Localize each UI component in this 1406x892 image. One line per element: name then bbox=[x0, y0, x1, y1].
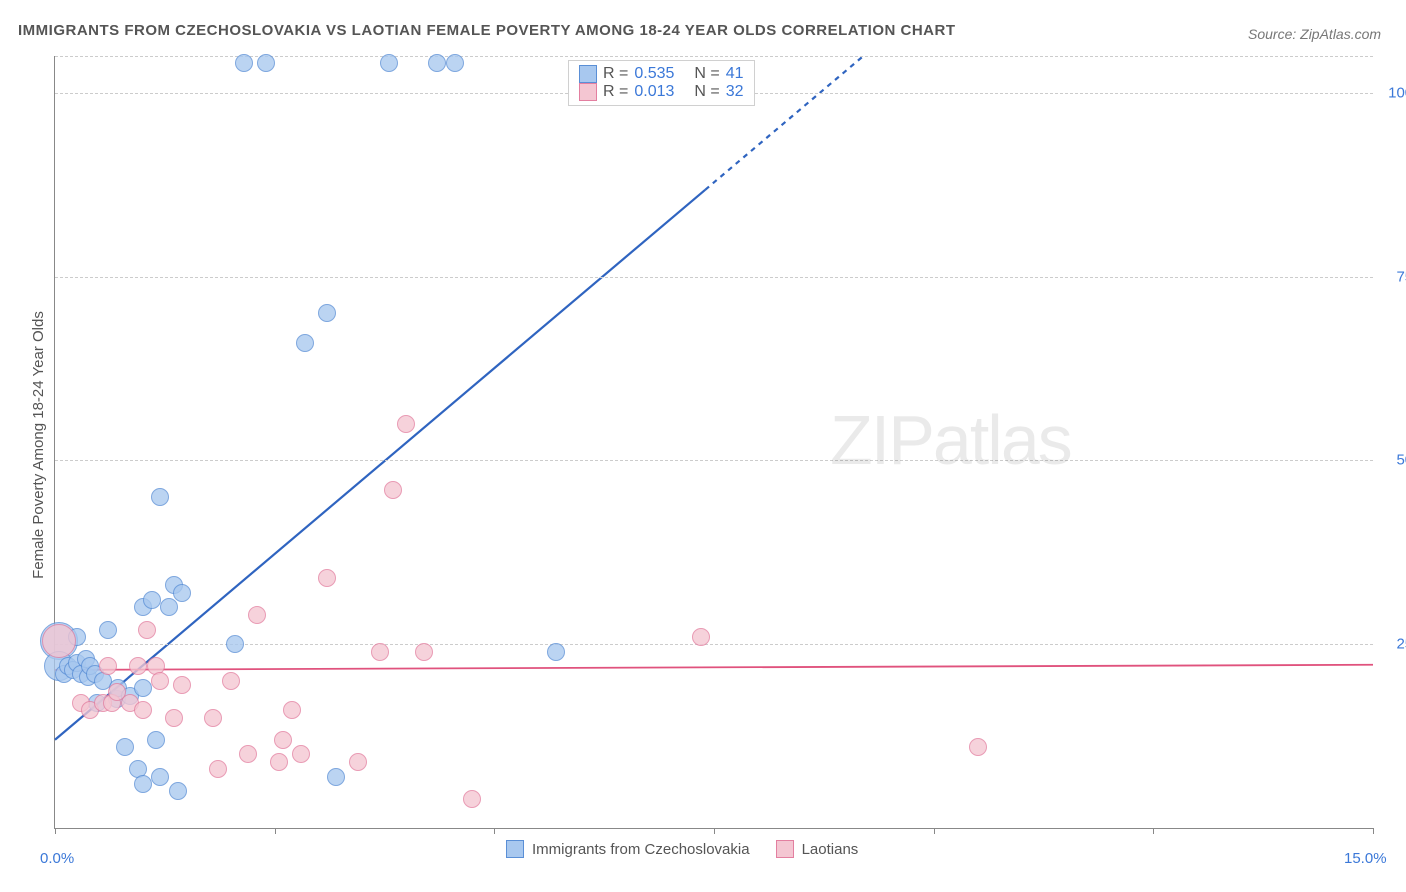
data-point bbox=[165, 709, 183, 727]
x-tick bbox=[55, 828, 56, 834]
data-point bbox=[349, 753, 367, 771]
x-tick bbox=[494, 828, 495, 834]
data-point bbox=[257, 54, 275, 72]
data-point bbox=[147, 731, 165, 749]
data-point bbox=[283, 701, 301, 719]
x-axis-min-label: 0.0% bbox=[40, 850, 74, 867]
legend-label: Laotians bbox=[802, 841, 859, 858]
data-point bbox=[292, 745, 310, 763]
y-tick-label: 75.0% bbox=[1396, 268, 1406, 285]
data-point bbox=[463, 790, 481, 808]
data-point bbox=[116, 738, 134, 756]
data-point bbox=[296, 334, 314, 352]
data-point bbox=[270, 753, 288, 771]
y-tick-label: 25.0% bbox=[1396, 636, 1406, 653]
legend-row: R = 0.013N = 32 bbox=[579, 83, 744, 101]
data-point bbox=[318, 304, 336, 322]
x-tick bbox=[714, 828, 715, 834]
series-legend: Immigrants from Czechoslovakia Laotians bbox=[506, 840, 858, 858]
data-point bbox=[969, 738, 987, 756]
legend-row: R = 0.535N = 41 bbox=[579, 65, 744, 83]
gridline bbox=[55, 644, 1373, 645]
x-axis-max-label: 15.0% bbox=[1344, 850, 1387, 867]
chart-title: IMMIGRANTS FROM CZECHOSLOVAKIA VS LAOTIA… bbox=[18, 22, 955, 39]
legend-item: Laotians bbox=[776, 840, 859, 858]
data-point bbox=[151, 768, 169, 786]
data-point bbox=[143, 591, 161, 609]
legend-swatch bbox=[506, 840, 524, 858]
data-point bbox=[173, 676, 191, 694]
data-point bbox=[446, 54, 464, 72]
data-point bbox=[428, 54, 446, 72]
data-point bbox=[209, 760, 227, 778]
data-point bbox=[99, 621, 117, 639]
data-point bbox=[371, 643, 389, 661]
x-tick bbox=[1373, 828, 1374, 834]
data-point bbox=[318, 569, 336, 587]
legend-label: Immigrants from Czechoslovakia bbox=[532, 841, 750, 858]
data-point bbox=[138, 621, 156, 639]
data-point bbox=[134, 679, 152, 697]
data-point bbox=[397, 415, 415, 433]
y-axis-label: Female Poverty Among 18-24 Year Olds bbox=[30, 230, 47, 660]
data-point bbox=[169, 782, 187, 800]
data-point bbox=[99, 657, 117, 675]
data-point bbox=[327, 768, 345, 786]
data-point bbox=[42, 624, 76, 658]
legend-swatch bbox=[579, 65, 597, 83]
data-point bbox=[248, 606, 266, 624]
data-point bbox=[235, 54, 253, 72]
data-point bbox=[226, 635, 244, 653]
legend-item: Immigrants from Czechoslovakia bbox=[506, 840, 750, 858]
data-point bbox=[160, 598, 178, 616]
chart-source: Source: ZipAtlas.com bbox=[1248, 26, 1381, 42]
data-point bbox=[151, 672, 169, 690]
legend-swatch bbox=[579, 83, 597, 101]
plot-area: 25.0%50.0%75.0%100.0% bbox=[54, 56, 1373, 829]
x-tick bbox=[275, 828, 276, 834]
data-point bbox=[173, 584, 191, 602]
y-tick-label: 100.0% bbox=[1388, 84, 1406, 101]
data-point bbox=[204, 709, 222, 727]
gridline bbox=[55, 460, 1373, 461]
data-point bbox=[547, 643, 565, 661]
data-point bbox=[134, 701, 152, 719]
data-point bbox=[222, 672, 240, 690]
x-tick bbox=[1153, 828, 1154, 834]
x-tick bbox=[934, 828, 935, 834]
data-point bbox=[384, 481, 402, 499]
data-point bbox=[274, 731, 292, 749]
data-point bbox=[129, 657, 147, 675]
gridline bbox=[55, 277, 1373, 278]
y-tick-label: 50.0% bbox=[1396, 452, 1406, 469]
data-point bbox=[415, 643, 433, 661]
correlation-legend: R = 0.535N = 41R = 0.013N = 32 bbox=[568, 60, 755, 106]
data-point bbox=[380, 54, 398, 72]
data-point bbox=[692, 628, 710, 646]
data-point bbox=[239, 745, 257, 763]
data-point bbox=[151, 488, 169, 506]
data-point bbox=[134, 775, 152, 793]
legend-swatch bbox=[776, 840, 794, 858]
trend-lines bbox=[55, 56, 1373, 828]
